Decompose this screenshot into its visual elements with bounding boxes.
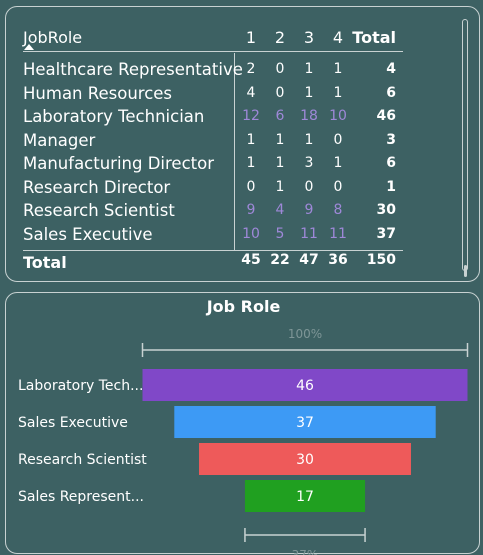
row-total-cell: 6	[356, 152, 396, 175]
table-cell: 0	[326, 176, 350, 199]
table-cell: 1	[297, 82, 321, 105]
matrix-rows: Healthcare Representative 2 0 1 1 4 Human Reso…	[6, 51, 466, 250]
table-cell: 1	[326, 82, 350, 105]
table-cell: 11	[297, 223, 321, 246]
table-cell: 1	[297, 58, 321, 81]
row-header-jobrole: Research Scientist	[23, 199, 175, 222]
table-cell: 2	[239, 58, 263, 81]
vertical-scrollbar[interactable]	[462, 19, 468, 271]
table-cell: 4	[268, 199, 292, 222]
total-col-1: 45	[239, 250, 263, 270]
table-row[interactable]: Laboratory Technician 12 6 18 10 46	[6, 105, 466, 128]
column-header-3[interactable]: 3	[297, 28, 321, 48]
sort-ascending-icon[interactable]	[24, 44, 34, 50]
top-percent-bracket	[143, 343, 468, 357]
row-total-cell: 3	[356, 129, 396, 152]
table-cell: 1	[326, 152, 350, 175]
column-header-1[interactable]: 1	[239, 28, 263, 48]
table-cell: 0	[326, 129, 350, 152]
row-header-jobrole: Manager	[23, 129, 95, 152]
table-cell: 18	[297, 105, 321, 128]
column-header-2[interactable]: 2	[268, 28, 292, 48]
table-cell: 0	[268, 58, 292, 81]
bottom-percent-bracket	[245, 528, 365, 542]
job-role-matrix[interactable]: JobRole 1 2 3 4 Total Healthcare Represe…	[5, 6, 480, 282]
table-cell: 1	[268, 152, 292, 175]
row-total-cell: 6	[356, 82, 396, 105]
row-header-jobrole: Manufacturing Director	[23, 152, 214, 175]
total-row-label: Total	[23, 253, 67, 273]
total-col-2: 22	[268, 250, 292, 270]
table-cell: 3	[297, 152, 321, 175]
table-row[interactable]: Healthcare Representative 2 0 1 1 4	[6, 58, 466, 81]
table-cell: 0	[268, 82, 292, 105]
funnel-svg: 100% 46 Laboratory Tech... 37 Sales Executiv…	[6, 293, 481, 555]
row-header-jobrole: Healthcare Representative	[23, 58, 243, 81]
table-cell: 9	[297, 199, 321, 222]
grand-total: 150	[356, 250, 396, 270]
table-row[interactable]: Manufacturing Director 1 1 3 1 6	[6, 152, 466, 175]
funnel-bar-value: 46	[296, 378, 314, 394]
row-header-jobrole: Research Director	[23, 176, 170, 199]
table-cell: 9	[239, 199, 263, 222]
funnel-bar-value: 37	[296, 415, 314, 431]
table-cell: 4	[239, 82, 263, 105]
top-percent-label: 100%	[288, 327, 322, 341]
column-header-total[interactable]: Total	[336, 28, 396, 48]
job-role-funnel-chart[interactable]: Job Role 100% 46 Laboratory Tech... 37 Sales…	[5, 292, 480, 554]
table-cell: 1	[268, 129, 292, 152]
funnel-bar-value: 17	[296, 489, 314, 505]
total-col-4: 36	[326, 250, 350, 270]
table-cell: 8	[326, 199, 350, 222]
table-row[interactable]: Manager 1 1 1 0 3	[6, 129, 466, 152]
row-total-cell: 46	[356, 105, 396, 128]
table-cell: 11	[326, 223, 350, 246]
table-cell: 10	[239, 223, 263, 246]
table-row[interactable]: Research Director 0 1 0 0 1	[6, 176, 466, 199]
table-cell: 12	[239, 105, 263, 128]
table-row[interactable]: Sales Executive 10 5 11 11 37	[6, 223, 466, 246]
table-row[interactable]: Research Scientist 9 4 9 8 30	[6, 199, 466, 222]
funnel-category-label: Sales Represent...	[18, 489, 144, 505]
table-cell: 6	[268, 105, 292, 128]
total-col-3: 47	[297, 250, 321, 270]
table-cell: 1	[326, 58, 350, 81]
row-total-cell: 1	[356, 176, 396, 199]
table-cell: 5	[268, 223, 292, 246]
row-total-cell: 30	[356, 199, 396, 222]
table-cell: 1	[297, 129, 321, 152]
funnel-category-label: Research Scientist	[18, 452, 147, 468]
row-total-cell: 4	[356, 58, 396, 81]
table-cell: 1	[239, 152, 263, 175]
table-row[interactable]: Human Resources 4 0 1 1 6	[6, 82, 466, 105]
table-cell: 0	[297, 176, 321, 199]
table-cell: 0	[239, 176, 263, 199]
table-cell: 1	[239, 129, 263, 152]
scrollbar-thumb[interactable]	[464, 265, 467, 277]
row-header-jobrole: Human Resources	[23, 82, 172, 105]
row-header-jobrole: Sales Executive	[23, 223, 153, 246]
row-total-cell: 37	[356, 223, 396, 246]
row-header-jobrole: Laboratory Technician	[23, 105, 204, 128]
funnel-category-label: Laboratory Tech...	[18, 378, 143, 394]
table-cell: 1	[268, 176, 292, 199]
funnel-category-label: Sales Executive	[18, 415, 128, 431]
funnel-bar-value: 30	[296, 452, 314, 468]
bottom-percent-label: 37%	[292, 548, 319, 555]
table-cell: 10	[326, 105, 350, 128]
